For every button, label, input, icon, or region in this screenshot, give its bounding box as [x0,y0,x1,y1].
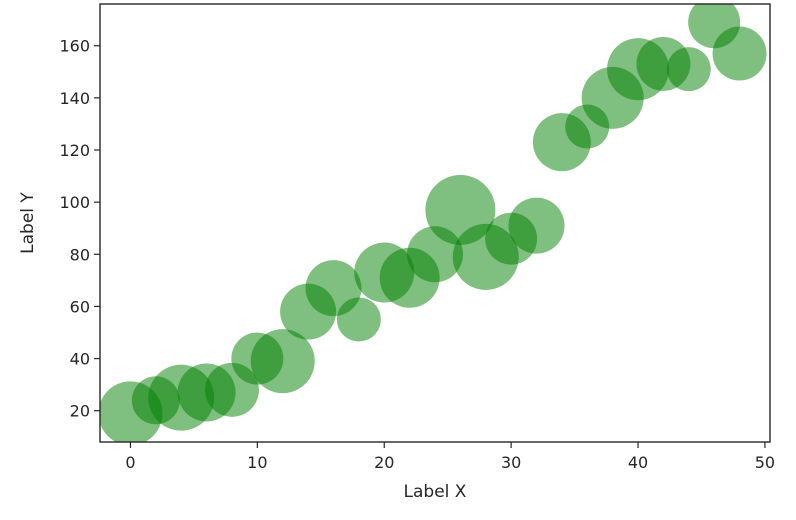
x-tick-label: 20 [374,453,394,472]
x-axis-label: Label X [404,482,467,502]
plot-frame [99,3,771,443]
y-tick-label: 20 [70,402,90,421]
y-tick-label: 80 [70,245,90,264]
y-tick-label: 100 [59,193,90,212]
y-axis-label: Label Y [18,192,38,254]
y-tick-label: 40 [70,350,90,369]
x-tick-label: 0 [125,453,135,472]
bubble-point [250,329,315,394]
y-axis-ticks: 20 40 60 80 100 120 140 160 [59,37,100,421]
bubble-series [100,4,767,442]
bubble-point [508,197,565,254]
bubble-point [336,297,381,342]
y-tick-label: 120 [59,141,90,160]
x-tick-label: 50 [755,453,775,472]
x-tick-label: 10 [247,453,267,472]
y-tick-label: 160 [59,37,90,56]
bubble-point [712,26,767,81]
bubble-point [666,47,711,92]
y-tick-label: 140 [59,89,90,108]
x-tick-label: 40 [628,453,648,472]
y-tick-label: 60 [70,297,90,316]
x-tick-label: 30 [501,453,521,472]
x-axis-ticks: 0 10 20 30 40 50 [125,442,775,472]
